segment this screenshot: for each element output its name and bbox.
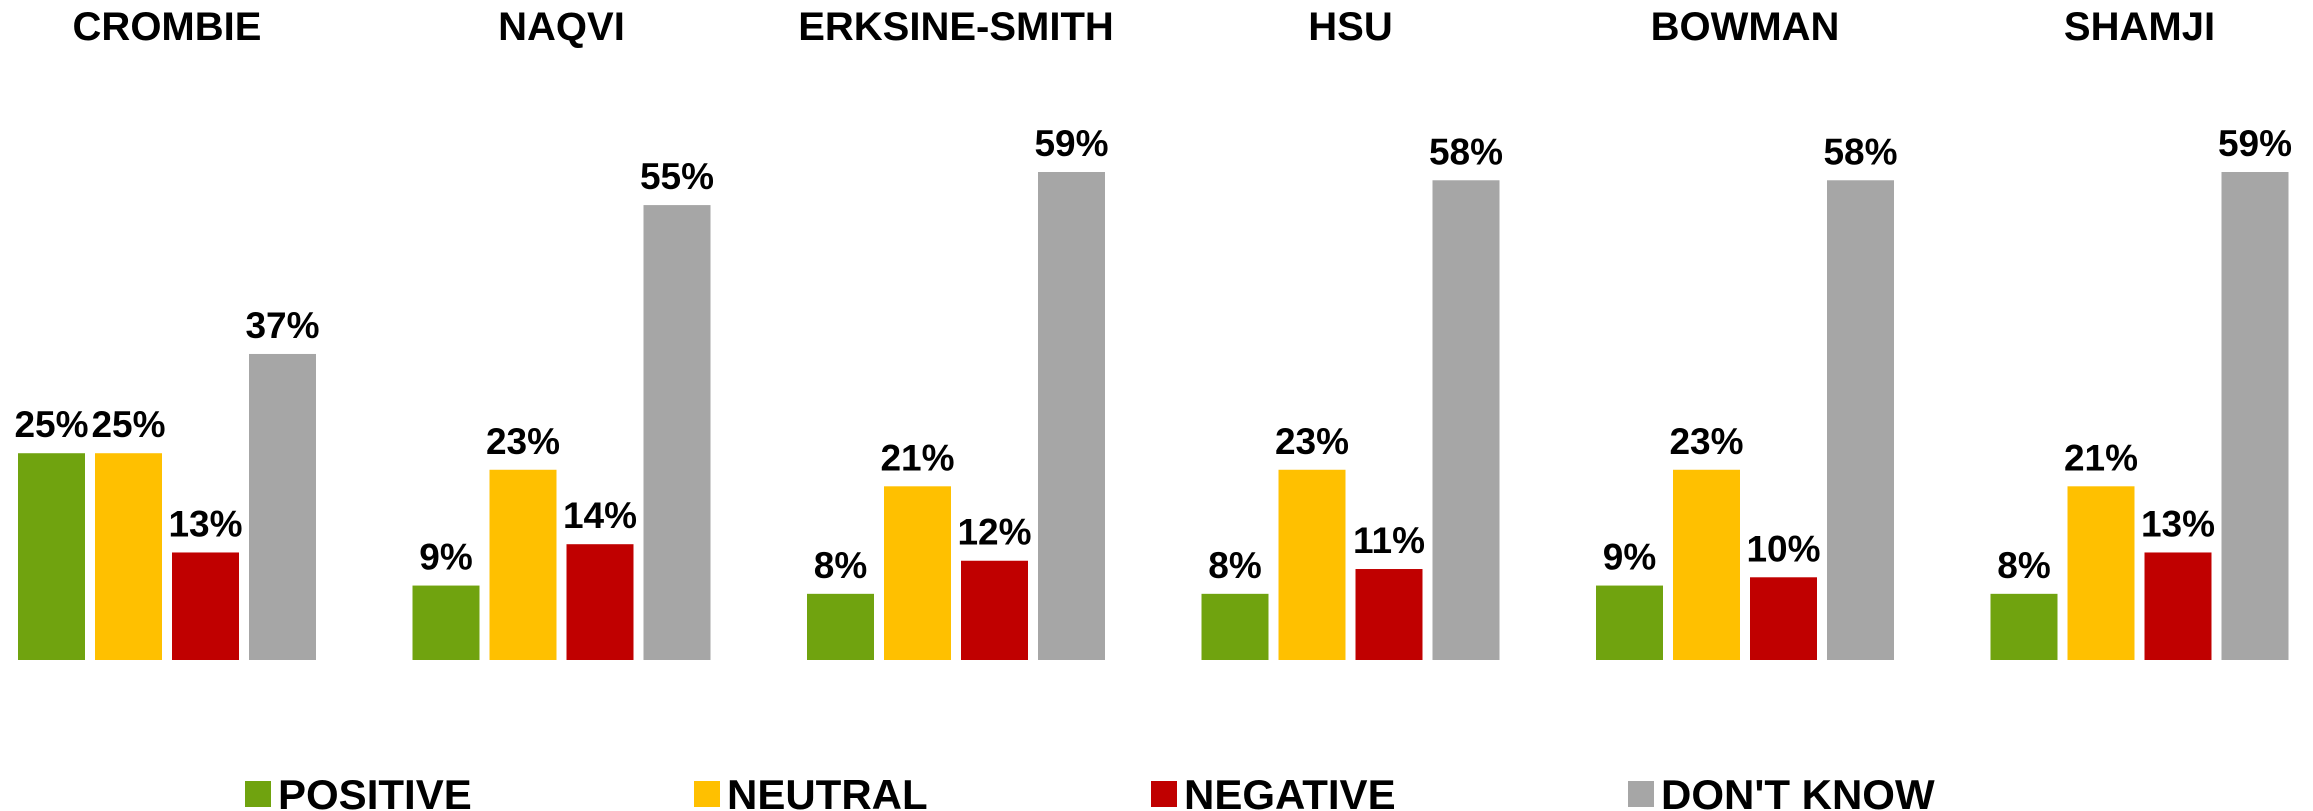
bar (2221, 172, 2289, 660)
value-label: 14% (563, 495, 637, 536)
bar (807, 593, 874, 660)
bar (1355, 569, 1423, 660)
value-label: 23% (1275, 421, 1349, 462)
value-label: 8% (1997, 545, 2050, 586)
value-label: 59% (2218, 123, 2292, 164)
legend-swatch (694, 781, 720, 807)
bar (1673, 469, 1740, 660)
bar (1990, 593, 2058, 660)
bar (1750, 577, 1817, 660)
bar (2067, 486, 2135, 660)
bar (172, 552, 239, 660)
legend-swatch (1151, 781, 1177, 807)
value-label: 25% (14, 404, 88, 445)
bar (95, 453, 162, 660)
value-label: 23% (1669, 421, 1743, 462)
legend-label: NEUTRAL (727, 771, 928, 811)
value-label: 9% (419, 537, 472, 578)
value-label: 11% (1353, 520, 1425, 561)
group-title: SHAMJI (2064, 5, 2215, 49)
value-label: 13% (2141, 503, 2215, 544)
value-label: 37% (245, 305, 319, 346)
value-label: 58% (1429, 131, 1503, 172)
bar (412, 585, 480, 660)
value-label: 10% (1746, 528, 1820, 569)
group-title: NAQVI (498, 5, 625, 49)
group-title: CROMBIE (73, 5, 262, 49)
value-label: 21% (2064, 437, 2138, 478)
value-label: 8% (814, 545, 867, 586)
bar (884, 486, 951, 660)
bar (1278, 469, 1346, 660)
group-title: ERKSINE-SMITH (798, 5, 1114, 49)
value-label: 25% (91, 404, 165, 445)
legend-label: NEGATIVE (1184, 771, 1396, 811)
value-label: 55% (640, 156, 714, 197)
value-label: 58% (1823, 131, 1897, 172)
bar (961, 560, 1028, 660)
value-label: 13% (168, 503, 242, 544)
bar (489, 469, 557, 660)
bar (1038, 172, 1105, 660)
bar (18, 453, 85, 660)
bar (1201, 593, 1269, 660)
value-label: 59% (1034, 123, 1108, 164)
bar (2144, 552, 2212, 660)
value-label: 23% (486, 421, 560, 462)
bar (643, 205, 711, 660)
value-label: 12% (957, 512, 1031, 553)
bar (1432, 180, 1500, 660)
bar (1596, 585, 1663, 660)
legend-swatch (1628, 781, 1654, 807)
legend-swatch (245, 781, 271, 807)
bar (566, 544, 634, 660)
bar (1827, 180, 1894, 660)
value-label: 21% (880, 437, 954, 478)
group-title: HSU (1308, 5, 1392, 49)
legend-label: POSITIVE (278, 771, 472, 811)
legend-label: DON'T KNOW (1661, 771, 1935, 811)
value-label: 9% (1603, 537, 1656, 578)
group-title: BOWMAN (1651, 5, 1840, 49)
value-label: 8% (1208, 545, 1261, 586)
bar (249, 353, 316, 660)
